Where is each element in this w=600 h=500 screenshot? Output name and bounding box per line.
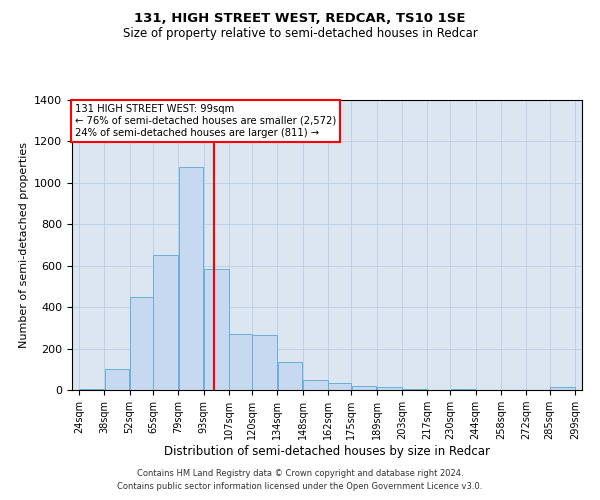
Bar — [278, 362, 302, 390]
Bar — [105, 370, 130, 390]
Text: 131, HIGH STREET WEST, REDCAR, TS10 1SE: 131, HIGH STREET WEST, REDCAR, TS10 1SE — [134, 12, 466, 26]
Bar — [79, 389, 104, 390]
Bar — [550, 387, 575, 390]
Y-axis label: Number of semi-detached properties: Number of semi-detached properties — [19, 142, 29, 348]
Bar — [204, 269, 229, 390]
Bar — [352, 386, 376, 390]
Text: Size of property relative to semi-detached houses in Redcar: Size of property relative to semi-detach… — [122, 28, 478, 40]
Bar — [303, 380, 328, 390]
Text: Contains public sector information licensed under the Open Government Licence v3: Contains public sector information licen… — [118, 482, 482, 491]
Bar — [328, 383, 351, 390]
Bar — [130, 297, 153, 390]
Bar — [402, 389, 427, 390]
Bar — [253, 335, 277, 390]
Text: 131 HIGH STREET WEST: 99sqm
← 76% of semi-detached houses are smaller (2,572)
24: 131 HIGH STREET WEST: 99sqm ← 76% of sem… — [74, 104, 336, 138]
Bar — [451, 389, 475, 390]
Bar — [179, 168, 203, 390]
X-axis label: Distribution of semi-detached houses by size in Redcar: Distribution of semi-detached houses by … — [164, 445, 490, 458]
Bar — [229, 334, 252, 390]
Bar — [154, 256, 178, 390]
Text: Contains HM Land Registry data © Crown copyright and database right 2024.: Contains HM Land Registry data © Crown c… — [137, 468, 463, 477]
Bar — [377, 387, 401, 390]
